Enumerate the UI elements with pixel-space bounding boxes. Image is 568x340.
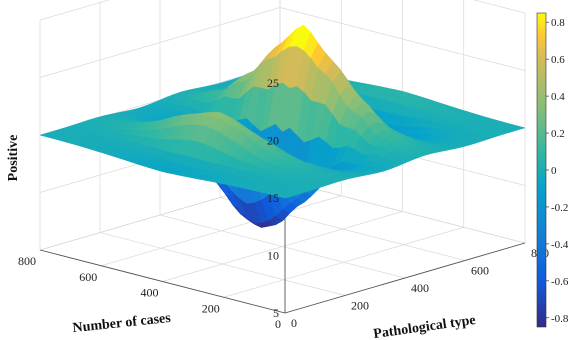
z-tick-label: 15 — [267, 191, 279, 205]
x-tick-label: 200 — [202, 301, 220, 315]
colorbar-tick-label: 0.2 — [551, 128, 565, 140]
axis-line — [284, 242, 526, 314]
z-tick-label: 10 — [267, 249, 279, 263]
floor-grid-line — [159, 214, 406, 279]
x-axis-label: Number of cases — [72, 311, 172, 336]
floor-grid-line — [101, 195, 342, 267]
wall-grid-line — [473, 0, 526, 14]
surface-mesh — [39, 24, 526, 228]
colorbar-tick-label: -0.8 — [551, 313, 568, 325]
y-tick-label: 600 — [471, 264, 489, 278]
y-tick-label: 200 — [351, 299, 369, 313]
colorbar-tick-label: -0.2 — [551, 202, 568, 214]
wall-grid-line — [39, 7, 281, 78]
x-tick-label: 800 — [18, 254, 36, 268]
colorbar-tick-label: -0.4 — [551, 239, 568, 251]
y-tick-label: 400 — [411, 281, 429, 295]
colorbar: 0.8 0.6 0.4 0.2 0 -0.2 -0.4 -0.6 -0.8 — [536, 12, 568, 328]
colorbar-tick-label: 0.6 — [551, 54, 565, 66]
colorbar-gradient — [536, 12, 547, 328]
y-axis-label: Pathological type — [372, 313, 476, 340]
colorbar-tick-label: -0.6 — [551, 276, 568, 288]
axis-line — [39, 249, 286, 314]
wall-grid-line — [39, 0, 110, 21]
z-tick-label: 25 — [267, 76, 279, 90]
colorbar-tick-label: 0.4 — [551, 91, 565, 103]
x-tick-label: 400 — [141, 286, 159, 300]
colorbar-tick-label: 0 — [551, 165, 557, 177]
z-axis-label: Positive — [6, 135, 21, 182]
colorbar-ticks: 0.8 0.6 0.4 0.2 0 -0.2 -0.4 -0.6 -0.8 — [546, 17, 568, 325]
z-tick-label: 20 — [267, 134, 279, 148]
z-tick-label: 5 — [273, 306, 279, 320]
x-tick-label: 0 — [275, 317, 281, 331]
x-tick-label: 600 — [79, 270, 97, 284]
surface-patch — [509, 125, 526, 131]
colorbar-tick-label: 0.8 — [551, 17, 565, 29]
y-tick-label: 0 — [291, 316, 297, 330]
